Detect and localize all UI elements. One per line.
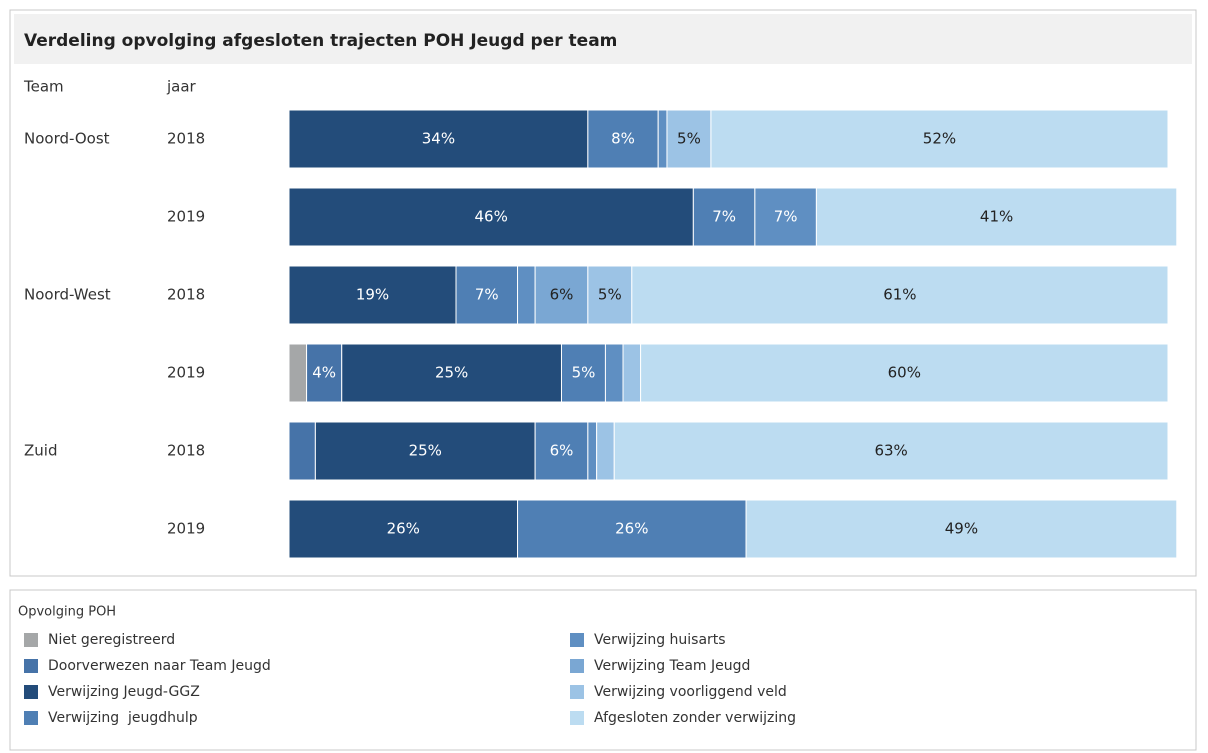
value-label: 49%: [945, 520, 978, 538]
value-label: 4%: [312, 364, 336, 382]
value-label: 6%: [550, 286, 574, 304]
value-label: 61%: [883, 286, 916, 304]
legend-swatch: [24, 711, 38, 725]
team-label: Noord-West: [24, 286, 111, 304]
bar-segment: [288, 187, 694, 247]
bar-segment: [288, 499, 519, 559]
bar-segment: [314, 421, 536, 481]
legend-label: Verwijzing Team Jeugd: [594, 658, 750, 674]
bar-segment: [587, 421, 598, 481]
legend-swatch: [24, 633, 38, 647]
row-header: Team: [23, 78, 64, 96]
legend-swatch: [24, 685, 38, 699]
value-label: 8%: [611, 130, 635, 148]
title-bar: [14, 14, 1192, 64]
legend-label: Afgesloten zonder verwijzing: [594, 710, 796, 726]
value-label: 7%: [774, 208, 798, 226]
value-label: 63%: [874, 442, 907, 460]
value-label: 5%: [598, 286, 622, 304]
value-label: 46%: [474, 208, 507, 226]
category-header: jaar: [166, 78, 197, 96]
bar-segment: [692, 187, 756, 247]
value-label: 26%: [615, 520, 648, 538]
bar-segment: [288, 343, 308, 403]
bar-segment: [640, 343, 1169, 403]
value-label: 19%: [356, 286, 389, 304]
bar-segment: [587, 265, 633, 325]
value-label: 5%: [677, 130, 701, 148]
legend-swatch: [570, 633, 584, 647]
value-label: 41%: [980, 208, 1013, 226]
value-label: 34%: [422, 130, 455, 148]
legend-title: Opvolging POH: [18, 605, 116, 620]
bar-segment: [517, 265, 536, 325]
value-label: 26%: [387, 520, 420, 538]
bar-segment: [710, 109, 1169, 169]
legend-label: Verwijzing Jeugd-GGZ: [48, 684, 200, 700]
legend-label: Verwijzing voorliggend veld: [594, 684, 787, 700]
legend-swatch: [570, 685, 584, 699]
bar-segment: [745, 499, 1178, 559]
legend-label: Doorverwezen naar Team Jeugd: [48, 658, 271, 674]
bar-segment: [754, 187, 817, 247]
bar-segment: [596, 421, 615, 481]
bar-segment: [657, 109, 668, 169]
bar-segment: [560, 343, 606, 403]
year-label: 2018: [167, 130, 205, 148]
bar-segment: [604, 343, 624, 403]
value-label: 25%: [409, 442, 442, 460]
year-label: 2019: [167, 520, 205, 538]
value-label: 7%: [712, 208, 736, 226]
chart-title: Verdeling opvolging afgesloten trajecten…: [24, 31, 617, 51]
legend-label: Niet geregistreerd: [48, 632, 175, 648]
year-label: 2019: [167, 364, 205, 382]
legend-swatch: [570, 711, 584, 725]
bar-segment: [622, 343, 642, 403]
bar-segment: [288, 109, 589, 169]
value-label: 5%: [572, 364, 596, 382]
legend-panel: [9, 589, 1197, 751]
legend-label: Verwijzing jeugdhulp: [48, 710, 198, 726]
bar-segment: [288, 265, 457, 325]
team-label: Zuid: [24, 442, 57, 460]
bar-segment: [613, 421, 1169, 481]
legend-swatch: [24, 659, 38, 673]
bar-segment: [455, 265, 519, 325]
year-label: 2019: [167, 208, 205, 226]
bar-segment: [306, 343, 343, 403]
value-label: 7%: [475, 286, 499, 304]
bar-segment: [815, 187, 1178, 247]
bar-segment: [587, 109, 659, 169]
bar-segment: [666, 109, 712, 169]
year-label: 2018: [167, 286, 205, 304]
year-label: 2018: [167, 442, 205, 460]
bar-segment: [534, 421, 589, 481]
bar-segment: [534, 265, 589, 325]
bar-segment: [288, 421, 316, 481]
bar-segment: [341, 343, 562, 403]
legend-label: Verwijzing huisarts: [594, 632, 726, 648]
value-label: 25%: [435, 364, 468, 382]
team-label: Noord-Oost: [24, 130, 110, 148]
bar-segment: [631, 265, 1169, 325]
value-label: 60%: [888, 364, 921, 382]
value-label: 52%: [923, 130, 956, 148]
legend-swatch: [570, 659, 584, 673]
value-label: 6%: [550, 442, 574, 460]
bar-segment: [517, 499, 747, 559]
